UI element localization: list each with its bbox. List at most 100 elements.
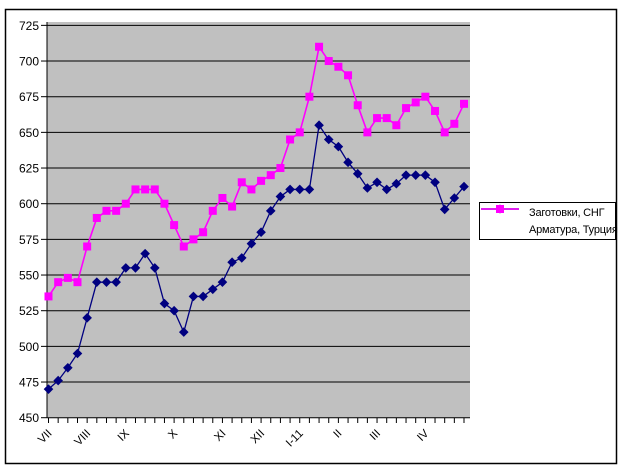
data-point-square: [382, 114, 391, 123]
data-point-diamond: [333, 141, 344, 152]
y-tick-label: 600: [19, 197, 39, 211]
data-point-square: [460, 99, 469, 108]
data-point-square: [73, 278, 82, 287]
data-point-square: [344, 71, 353, 80]
data-point-diamond: [188, 291, 199, 302]
data-point-diamond: [420, 170, 431, 180]
chart-frame: [4, 8, 618, 465]
data-point-diamond: [294, 184, 305, 195]
data-point-diamond: [459, 181, 469, 192]
data-point-square: [208, 206, 217, 215]
data-point-square: [112, 206, 121, 215]
data-point-square: [131, 185, 140, 194]
data-point-diamond: [92, 277, 102, 287]
x-tick-label: III: [368, 428, 383, 443]
data-point-square: [411, 98, 420, 107]
data-point-diamond: [72, 348, 83, 359]
data-point-diamond: [314, 120, 324, 131]
data-point-diamond: [140, 248, 150, 259]
x-tick-label: IX: [116, 427, 132, 443]
gridlines: [47, 24, 470, 419]
x-tick-label: XII: [249, 428, 267, 446]
legend-label-billets-cis: Заготовки, СНГ: [529, 206, 605, 219]
data-point-diamond: [53, 375, 63, 386]
data-point-diamond: [265, 206, 276, 216]
data-point-square: [440, 128, 449, 137]
data-point-diamond: [198, 291, 208, 302]
data-point-square: [247, 185, 256, 194]
data-point-diamond: [217, 277, 228, 287]
data-point-square: [160, 199, 169, 208]
legend: Заготовки, СНГ Арматура, Турция: [479, 202, 618, 240]
y-tick-label: 625: [19, 162, 39, 176]
data-point-square: [150, 185, 159, 194]
x-tick-label: IV: [415, 427, 431, 443]
data-point-square: [324, 57, 333, 66]
data-point-diamond: [410, 170, 421, 180]
y-axis: 450 475 500 525 550 575 600 625 650 675 700 725: [19, 19, 48, 425]
data-point-square: [199, 228, 208, 237]
data-point-diamond: [207, 284, 218, 295]
legend-item-rebar-turkey: Арматура, Турция: [481, 205, 618, 237]
y-tick-label: 500: [19, 340, 39, 354]
x-tick-label: VIII: [73, 428, 94, 449]
data-point-square: [141, 185, 150, 194]
data-point-square: [450, 119, 459, 128]
data-point-square: [54, 278, 63, 287]
x-tick-label: XI: [212, 428, 228, 444]
y-tick-label: 725: [19, 19, 39, 33]
data-point-square: [266, 171, 275, 180]
data-point-square: [83, 242, 92, 251]
data-point-diamond: [430, 177, 440, 188]
data-point-diamond: [236, 253, 247, 263]
data-point-diamond: [227, 257, 237, 267]
plot-area: [47, 22, 470, 418]
data-point-diamond: [439, 204, 450, 215]
data-point-diamond: [130, 263, 141, 273]
data-point-diamond: [63, 362, 73, 373]
data-point-diamond: [381, 184, 392, 195]
data-point-diamond: [275, 191, 286, 202]
data-point-diamond: [323, 134, 334, 145]
data-point-diamond: [362, 183, 373, 193]
data-point-diamond: [149, 263, 160, 273]
series-billets-cis: [43, 120, 469, 394]
data-point-diamond: [304, 184, 315, 195]
data-point-diamond: [391, 178, 402, 189]
x-axis: VII VIII IX X XI XII I-11 II III IV: [36, 418, 465, 450]
square-marker-icon: [481, 205, 526, 236]
series-rebar-turkey: [44, 42, 469, 301]
data-point-diamond: [256, 227, 266, 238]
data-point-square: [121, 199, 130, 208]
y-tick-label: 475: [19, 376, 39, 390]
data-point-square: [276, 164, 285, 173]
data-point-square: [237, 178, 246, 187]
data-point-square: [218, 193, 227, 202]
data-point-square: [295, 128, 304, 137]
y-tick-label: 700: [19, 55, 39, 69]
data-point-square: [170, 221, 179, 230]
data-point-square: [257, 176, 266, 185]
y-tick-label: 650: [19, 126, 39, 140]
x-tick-label: X: [166, 427, 180, 441]
data-point-diamond: [43, 384, 54, 394]
data-point-diamond: [285, 184, 295, 195]
data-point-square: [421, 92, 430, 101]
y-tick-label: 575: [19, 233, 39, 247]
data-point-diamond: [159, 298, 170, 309]
data-point-square: [92, 213, 101, 222]
data-point-diamond: [449, 193, 460, 203]
data-point-diamond: [82, 313, 92, 323]
y-tick-label: 450: [19, 411, 39, 425]
data-point-square: [334, 62, 343, 71]
data-point-diamond: [169, 305, 179, 316]
data-point-square: [315, 42, 324, 51]
data-point-diamond: [343, 157, 353, 168]
data-point-square: [431, 106, 440, 115]
y-tick-label: 525: [19, 304, 39, 318]
data-point-square: [373, 114, 382, 123]
data-point-square: [179, 242, 188, 251]
data-point-square: [189, 235, 198, 244]
